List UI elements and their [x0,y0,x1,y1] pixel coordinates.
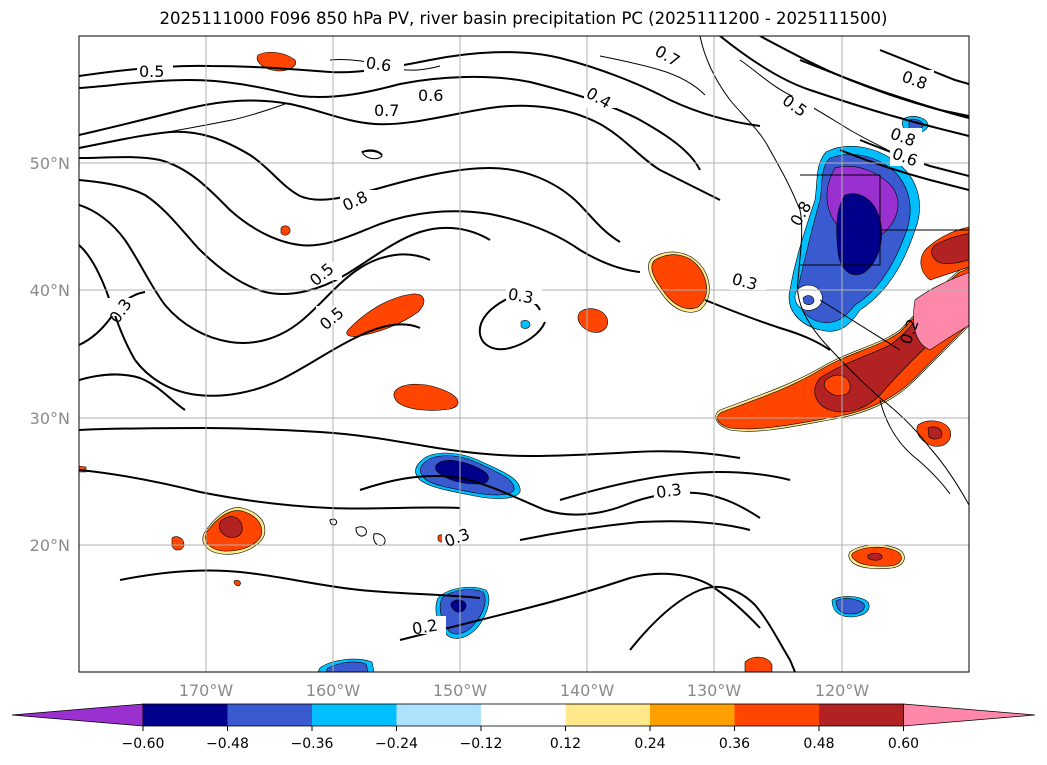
colorbar-segment [143,704,228,726]
colorbar-segment [396,704,481,726]
colorbar-segment [565,704,650,726]
lon-label: 140°W [560,681,615,700]
colorbar-tick-label: 0.48 [803,736,834,752]
precip-blob [435,460,489,485]
precip-blob [744,656,773,672]
colorbar: −0.60 −0.48 −0.36 −0.24 −0.12 0.12 0.24 0.36 0.4… [11,703,1036,752]
contour-label: 0.6 [365,53,393,75]
precip-blob [867,553,883,561]
colorbar-segment [650,704,735,726]
precip-blob [715,264,969,432]
colorbar-tick-label: −0.48 [206,736,249,752]
colorbar-tick-label: 0.36 [719,736,750,752]
colorbar-tick-label: −0.60 [122,736,165,752]
contour-label: 0.5 [139,62,164,81]
contour-label: 0.7 [374,101,399,120]
precip-blob [218,516,243,538]
colorbar-segment [481,704,566,726]
colorbar-tick-label: 0.24 [634,736,665,752]
colorbar-tick-label: 0.12 [550,736,581,752]
colorbar-segment [734,704,819,726]
colorbar-segment [819,704,904,726]
precip-blob [913,272,969,351]
contour-label: 0.3 [507,284,535,307]
lon-label: 130°W [687,681,742,700]
lat-label: 40°N [30,281,70,300]
precip-blob [280,225,291,236]
lat-label: 50°N [30,154,70,173]
lon-label: 120°W [815,681,870,700]
precip-blob [393,383,459,411]
colorbar-tick-label: −0.36 [291,736,334,752]
lon-label: 150°W [433,681,488,700]
map-title: 2025111000 F096 850 hPa PV, river basin … [159,9,888,28]
precip-blob [346,293,425,337]
precip-blob [520,320,531,329]
lon-axis-labels: 170°W 160°W 150°W 140°W 130°W 120°W [179,681,870,700]
colorbar-tick-label: −0.12 [460,736,503,752]
lon-label: 160°W [306,681,361,700]
precip-blob [927,426,943,440]
colorbar-tick-label: 0.60 [888,736,919,752]
lat-axis-labels: 50°N 40°N 30°N 20°N [30,154,70,555]
lat-label: 30°N [30,409,70,428]
contour-label: 0.2 [411,615,439,638]
precip-blob [802,295,815,305]
map-frame [78,35,970,673]
contour-label: 0.6 [418,86,443,105]
colorbar-arrow-left [11,703,144,727]
precip-blob [233,579,241,587]
colorbar-segment [227,704,312,726]
precip-blob [835,598,865,615]
precip-blob [823,374,851,396]
colorbar-tick-label: −0.24 [375,736,418,752]
precip-blob [836,193,882,276]
lon-label: 170°W [179,681,234,700]
precip-blob [931,233,969,264]
lat-label: 20°N [30,536,70,555]
colorbar-arrow-right [903,703,1036,727]
colorbar-frame [142,703,904,727]
precip-blob [577,308,608,333]
precip-blob [651,254,707,310]
contour-label: 0.3 [655,480,683,502]
coastlines [167,36,969,547]
precip-blob [256,51,296,72]
colorbar-segment [312,704,397,726]
precip-blob [450,599,467,613]
